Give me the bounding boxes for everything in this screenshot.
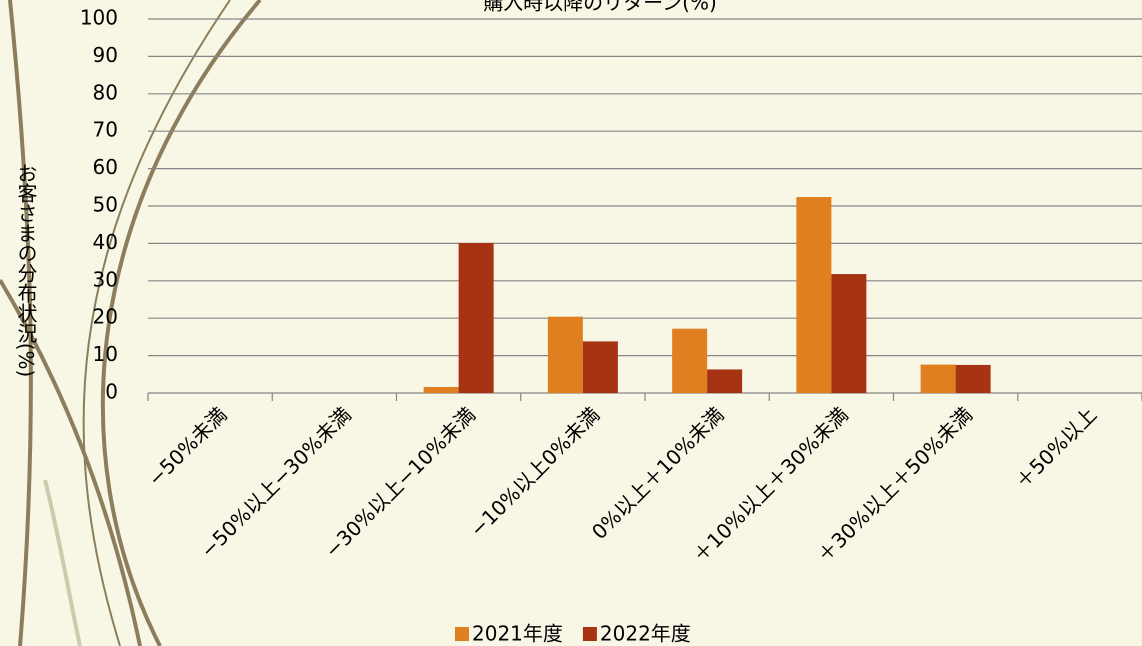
chart-title: 購入時以降のリターン(%) bbox=[483, 0, 717, 15]
chart: 購入時以降のリターン(%) お客さまの分布状況(%) 0 10 20 30 40 50 60… bbox=[0, 0, 1142, 646]
page: {"chart_data": {"type": "bar", "title": … bbox=[0, 0, 1142, 646]
bar bbox=[424, 387, 459, 393]
legend-swatch bbox=[583, 627, 597, 641]
bar bbox=[921, 365, 956, 393]
y-tick-label: 70 bbox=[93, 118, 118, 142]
bar bbox=[707, 369, 742, 393]
legend-label: 2022年度 bbox=[600, 622, 691, 646]
bar bbox=[956, 365, 991, 393]
legend-swatch bbox=[455, 627, 469, 641]
bar bbox=[831, 274, 866, 393]
y-tick-label: 40 bbox=[93, 230, 118, 254]
legend-label: 2021年度 bbox=[472, 622, 563, 646]
y-tick-label: 90 bbox=[93, 43, 118, 67]
y-tick-label: 80 bbox=[93, 80, 118, 104]
y-tick-label: 30 bbox=[93, 267, 118, 291]
bar bbox=[583, 341, 618, 393]
y-tick-label: 50 bbox=[93, 193, 118, 217]
bar bbox=[459, 243, 494, 393]
bar bbox=[796, 197, 831, 393]
y-axis-label: お客さまの分布状況(%) bbox=[14, 163, 38, 378]
y-tick-label: 60 bbox=[93, 155, 118, 179]
y-tick-label: 10 bbox=[93, 342, 118, 366]
bar bbox=[672, 329, 707, 393]
y-tick-label: 20 bbox=[93, 305, 118, 329]
y-tick-label: 100 bbox=[80, 6, 118, 30]
y-tick-label: 0 bbox=[105, 380, 118, 404]
bar bbox=[548, 317, 583, 393]
